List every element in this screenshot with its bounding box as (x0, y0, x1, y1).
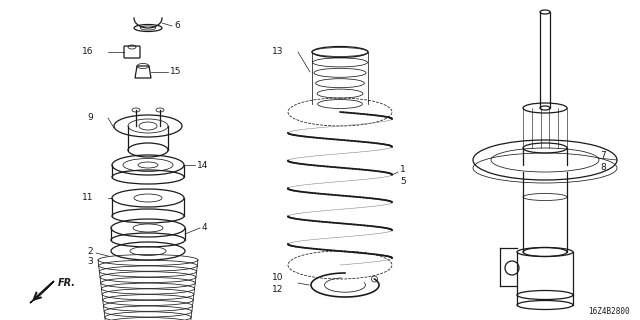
Text: 14: 14 (197, 161, 209, 170)
FancyArrowPatch shape (34, 283, 52, 300)
Text: 9: 9 (87, 114, 93, 123)
Text: 12: 12 (271, 285, 283, 294)
Text: 11: 11 (81, 194, 93, 203)
Polygon shape (30, 281, 54, 303)
Text: 6: 6 (174, 21, 180, 30)
Text: 1: 1 (400, 165, 406, 174)
Text: 16Z4B2800: 16Z4B2800 (588, 308, 630, 316)
Text: 13: 13 (271, 47, 283, 57)
Text: 8: 8 (600, 163, 605, 172)
Text: 5: 5 (400, 178, 406, 187)
Text: FR.: FR. (58, 278, 76, 288)
Text: 16: 16 (81, 47, 93, 57)
Text: 3: 3 (87, 258, 93, 267)
Text: 7: 7 (600, 150, 605, 159)
Text: 2: 2 (88, 247, 93, 257)
Text: 15: 15 (170, 68, 182, 76)
Text: 4: 4 (202, 223, 207, 233)
Text: 10: 10 (271, 274, 283, 283)
